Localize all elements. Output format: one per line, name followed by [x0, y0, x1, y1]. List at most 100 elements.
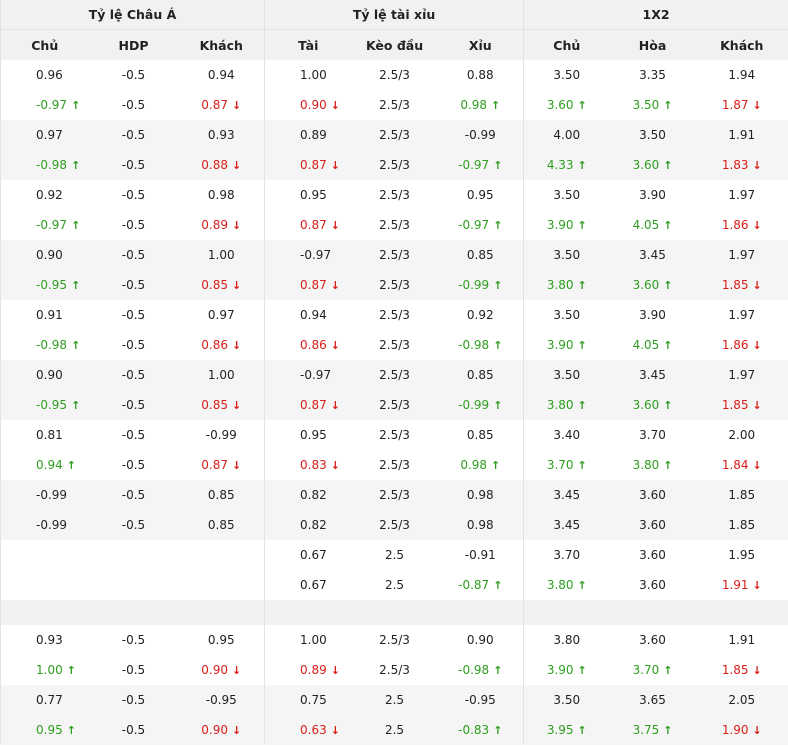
- odds-cell-x12-away: 2.05: [695, 685, 788, 715]
- arrow-down-icon: ↓: [330, 339, 340, 352]
- odds-value: 2.5/3: [379, 68, 410, 82]
- odds-value: 2.5/3: [379, 428, 410, 442]
- odds-value: 2.5: [384, 578, 405, 592]
- arrow-down-icon: ↓: [330, 279, 340, 292]
- odds-value: 3.60: [639, 633, 666, 647]
- odds-value: 3.60: [632, 278, 660, 292]
- odds-value: 0.95: [466, 188, 494, 202]
- col-away: Khách: [178, 29, 265, 60]
- odds-value: -0.5: [121, 98, 146, 112]
- table-row: 0.93 -0.5 0.95 1.00 2.5/3 0.90 3.80 3.60 1.91: [0, 625, 788, 655]
- odds-value: -0.98: [36, 158, 68, 172]
- odds-cell-asia-hdp: -0.5: [88, 390, 179, 420]
- odds-value: -0.5: [121, 633, 146, 647]
- odds-cell-ou-over: 1.00: [264, 60, 352, 90]
- odds-value: 0.97: [36, 128, 63, 142]
- odds-cell-ou-over: -0.97: [264, 360, 352, 390]
- odds-cell-asia-home: -0.99: [0, 480, 89, 510]
- odds-cell-ou-over: 0.67: [264, 570, 352, 600]
- odds-value: 1.97: [728, 368, 756, 382]
- table-row: 0.96 -0.5 0.94 1.00 2.5/3 0.88 3.50 3.35 1.94: [0, 60, 788, 90]
- table-row: 1.00 ↑ -0.5 0.90 ↓ 0.89 ↓ 2.5/3 -0.98 ↑ 3.90 ↑ 3.70 ↑…: [0, 655, 788, 685]
- odds-cell-asia-away: 0.86 ↓: [178, 330, 265, 360]
- arrow-down-icon: ↓: [232, 99, 242, 112]
- odds-cell-asia-hdp: -0.5: [88, 360, 179, 390]
- arrow-down-icon: ↓: [752, 664, 762, 677]
- odds-value: 3.75: [632, 723, 660, 737]
- col-line: Kèo đầu: [351, 29, 438, 60]
- odds-cell-x12-away: 1.95: [695, 540, 788, 570]
- odds-value: -0.97: [300, 248, 332, 262]
- odds-value: -0.5: [121, 693, 146, 707]
- odds-cell-x12-home: 3.50: [523, 685, 610, 715]
- odds-cell-asia-away: 0.90 ↓: [178, 655, 265, 685]
- odds-value: -0.97: [458, 158, 490, 172]
- odds-cell-asia-away: 0.85 ↓: [178, 390, 265, 420]
- odds-value: 2.5/3: [379, 633, 410, 647]
- odds-cell-x12-away: 1.85 ↓: [695, 270, 788, 300]
- odds-value: 2.5/3: [379, 338, 410, 352]
- odds-value: 0.98: [207, 188, 235, 202]
- odds-cell-x12-home: 3.80 ↑: [523, 270, 610, 300]
- table-row: 0.67 2.5 -0.87 ↑ 3.80 ↑ 3.60 1.91 ↓: [0, 570, 788, 600]
- odds-value: 3.90: [546, 663, 574, 677]
- arrow-up-icon: ↑: [71, 339, 81, 352]
- odds-cell-asia-home: 0.93: [0, 625, 89, 655]
- odds-value: -0.5: [121, 458, 146, 472]
- odds-value: -0.5: [121, 128, 146, 142]
- odds-cell-x12-draw: 3.45: [609, 240, 696, 270]
- odds-cell-asia-away: -0.99: [178, 420, 265, 450]
- arrow-up-icon: ↑: [66, 724, 76, 737]
- header-asian-handicap: Tỷ lệ Châu Á: [0, 0, 265, 30]
- odds-cell-x12-draw: 3.90: [609, 180, 696, 210]
- odds-cell-x12-draw: 3.60: [609, 540, 696, 570]
- table-row: -0.95 ↑ -0.5 0.85 ↓ 0.87 ↓ 2.5/3 -0.99 ↑ 3.80 ↑ 3.60…: [0, 390, 788, 420]
- odds-value: 2.5/3: [379, 248, 410, 262]
- odds-cell-asia-away: [178, 570, 265, 600]
- odds-cell-ou-line: 2.5/3: [351, 420, 438, 450]
- odds-value: 3.70: [553, 548, 581, 562]
- odds-value: 0.98: [466, 518, 494, 532]
- odds-value: -0.98: [458, 663, 490, 677]
- odds-cell-asia-away: 0.97: [178, 300, 265, 330]
- odds-value: 0.85: [466, 428, 494, 442]
- arrow-up-icon: ↑: [66, 664, 76, 677]
- odds-value: 0.89: [201, 218, 229, 232]
- odds-value: -0.99: [36, 488, 68, 502]
- odds-cell-x12-away: 1.85 ↓: [695, 655, 788, 685]
- odds-value: 3.60: [546, 98, 574, 112]
- arrow-up-icon: ↑: [66, 459, 76, 472]
- odds-value: 1.00: [36, 663, 63, 677]
- odds-cell-asia-away: 0.85: [178, 480, 265, 510]
- odds-cell-asia-hdp: -0.5: [88, 90, 179, 120]
- odds-value: 1.91: [721, 578, 749, 592]
- table-row: -0.98 ↑ -0.5 0.88 ↓ 0.87 ↓ 2.5/3 -0.97 ↑ 4.33 ↑ 3.60…: [0, 150, 788, 180]
- odds-value: -0.87: [458, 578, 490, 592]
- odds-cell-ou-under: 0.90: [437, 625, 524, 655]
- blank-cell: [0, 600, 89, 625]
- odds-value: 1.97: [728, 248, 756, 262]
- odds-value: 1.00: [207, 248, 235, 262]
- odds-cell-x12-home: 3.90 ↑: [523, 210, 610, 240]
- odds-cell-asia-home: -0.95 ↑: [0, 270, 89, 300]
- blank-cell: [178, 600, 265, 625]
- odds-value: 0.85: [207, 488, 235, 502]
- odds-cell-ou-under: -0.98 ↑: [437, 655, 524, 685]
- odds-cell-asia-hdp: -0.5: [88, 715, 179, 745]
- odds-value: 0.81: [36, 428, 63, 442]
- odds-value: 0.75: [300, 693, 327, 707]
- table-row: -0.97 ↑ -0.5 0.87 ↓ 0.90 ↓ 2.5/3 0.98 ↑ 3.60 ↑ 3.50 ↑…: [0, 90, 788, 120]
- odds-cell-ou-under: -0.83 ↑: [437, 715, 524, 745]
- arrow-up-icon: ↑: [577, 159, 587, 172]
- odds-cell-ou-under: 0.95: [437, 180, 524, 210]
- odds-value: -0.97: [300, 368, 332, 382]
- arrow-up-icon: ↑: [577, 724, 587, 737]
- odds-cell-asia-hdp: [88, 570, 179, 600]
- arrow-down-icon: ↓: [752, 219, 762, 232]
- arrow-down-icon: ↓: [752, 459, 762, 472]
- odds-value: 0.91: [36, 308, 63, 322]
- odds-cell-asia-away: 0.98: [178, 180, 265, 210]
- arrow-down-icon: ↓: [232, 459, 242, 472]
- odds-value: 0.85: [201, 278, 229, 292]
- odds-cell-x12-home: 3.80 ↑: [523, 570, 610, 600]
